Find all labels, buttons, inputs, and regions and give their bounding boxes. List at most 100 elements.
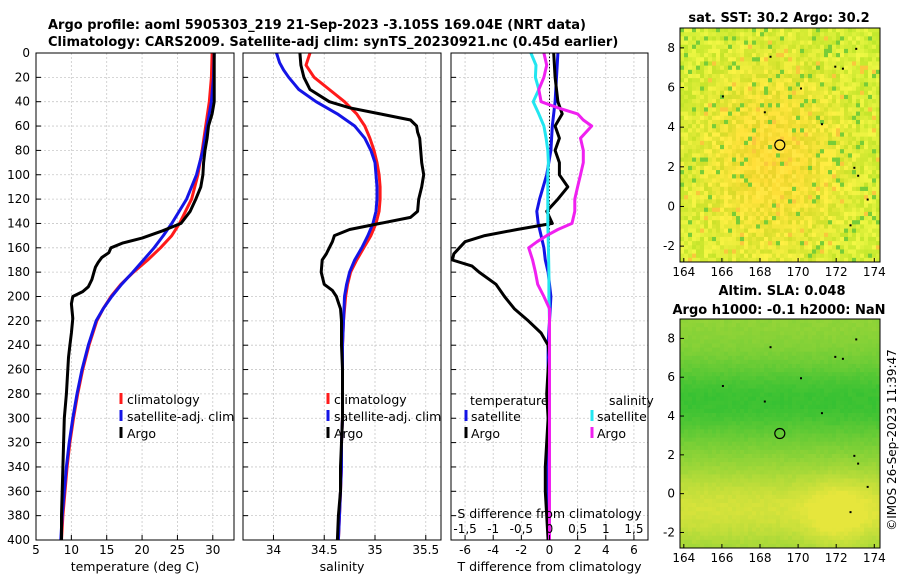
sst_map-cell: [688, 136, 693, 142]
sla_map-cell: [696, 327, 701, 332]
sst_map-cell: [692, 145, 697, 150]
sst_map-cell: [708, 28, 713, 33]
sla_map-cell: [804, 347, 809, 353]
sst_map-cell: [800, 82, 805, 87]
sla_map-cell: [844, 380, 849, 385]
sst_map-cell: [780, 178, 785, 184]
sst_map-cell: [752, 65, 757, 71]
sst_map-cell: [780, 195, 785, 200]
sla_map-cell: [792, 319, 797, 324]
sla_map-cell: [732, 404, 737, 410]
sst_map-cell: [792, 136, 797, 142]
sst_map-cell: [852, 186, 857, 192]
sst_map-cell: [680, 170, 685, 175]
sst_map-cell: [876, 145, 881, 150]
sst_map-cell: [680, 99, 685, 104]
sst_map-cell: [852, 36, 857, 41]
sla_map-cell: [684, 482, 689, 488]
sla_map-cell: [828, 441, 833, 447]
sla_map-cell: [688, 453, 693, 459]
sla_map-cell: [816, 380, 821, 385]
sst_map-cell: [812, 48, 817, 54]
sst_map-cell: [728, 82, 733, 87]
sla_map-cell: [748, 396, 753, 402]
sla_map-cell: [720, 347, 725, 353]
sst_map-cell: [764, 140, 769, 146]
sla_map-cell: [736, 363, 741, 369]
sst_map-cell: [852, 236, 857, 242]
sla_map-cell: [804, 331, 809, 336]
sst_map-cell: [820, 232, 825, 238]
sst_map-cell: [752, 36, 757, 41]
sst_map-cell: [872, 61, 877, 67]
sst_map-cell: [816, 165, 821, 171]
sla_map-cell: [808, 347, 813, 353]
sla_map-cell: [840, 323, 845, 328]
sla_map-cell: [872, 359, 877, 365]
sla_map-cell: [844, 486, 849, 492]
sla_map-cell: [700, 458, 705, 463]
sst_map-cell: [700, 161, 705, 167]
sst_map-cell: [728, 170, 733, 175]
sla_map-cell: [820, 347, 825, 353]
sst_map-cell: [784, 149, 789, 154]
sla_map-cell: [736, 327, 741, 332]
sla_map-cell: [680, 392, 685, 398]
sla_map-cell: [700, 449, 705, 455]
sst_map-cell: [800, 190, 805, 196]
sla_map-cell: [820, 470, 825, 475]
sla_map-cell: [852, 421, 857, 426]
sst_map-cell: [744, 149, 749, 154]
sst_map-cell: [856, 228, 861, 234]
sla_map-cell: [684, 486, 689, 492]
sst_map-cell: [748, 249, 753, 255]
sst_map-cell: [704, 90, 709, 96]
sst_map-cell: [828, 111, 833, 117]
sst_map-cell: [792, 182, 797, 188]
sst_map-cell: [728, 153, 733, 158]
sla_map-cell: [708, 335, 713, 340]
sst_map-cell: [796, 178, 801, 184]
sst_map-cell: [744, 232, 749, 238]
sla_map-cell: [864, 363, 869, 369]
sla_map-cell: [808, 449, 813, 455]
sla_map-cell: [724, 392, 729, 398]
sla_map-cell: [708, 359, 713, 365]
sla_map-cell: [796, 486, 801, 492]
sst_map-cell: [864, 145, 869, 150]
sst_map-cell: [796, 119, 801, 125]
sst_map-cell: [860, 99, 865, 104]
sst_map-cell: [708, 132, 713, 138]
sla_map-cell: [780, 343, 785, 349]
sst_map-cell: [724, 115, 729, 121]
sla_map-cell: [748, 449, 753, 455]
sst_map-cell: [716, 216, 721, 221]
sst_map-cell: [744, 57, 749, 62]
sst_map-cell: [868, 211, 873, 217]
sst_map-cell: [836, 32, 841, 37]
sst_map-cell: [864, 44, 869, 50]
sst_map-cell: [736, 195, 741, 200]
sla_map-cell: [860, 441, 865, 447]
sst_map-cell: [684, 182, 689, 188]
sla_map-cell: [720, 396, 725, 402]
sst_map-cell: [728, 228, 733, 234]
sst_map-cell: [832, 249, 837, 255]
sla_map-cell: [848, 376, 853, 381]
sst_map-cell: [764, 165, 769, 171]
sla_map-cell: [872, 433, 877, 438]
sst_map-cell: [808, 153, 813, 158]
sla_map-cell: [760, 396, 765, 402]
sla_map-cell: [732, 380, 737, 385]
sst_map-cell: [696, 153, 701, 158]
sst_map-cell: [716, 211, 721, 217]
sla_map-cell: [792, 372, 797, 377]
sla_map-cell: [728, 421, 733, 426]
sst_map-cell: [740, 36, 745, 41]
sla_map-cell: [804, 429, 809, 434]
sst_map-cell: [736, 236, 741, 242]
sst_map-cell: [748, 207, 753, 213]
sla_map-cell: [844, 335, 849, 340]
sst_map-cell: [772, 115, 777, 121]
sst_map-cell: [696, 140, 701, 146]
